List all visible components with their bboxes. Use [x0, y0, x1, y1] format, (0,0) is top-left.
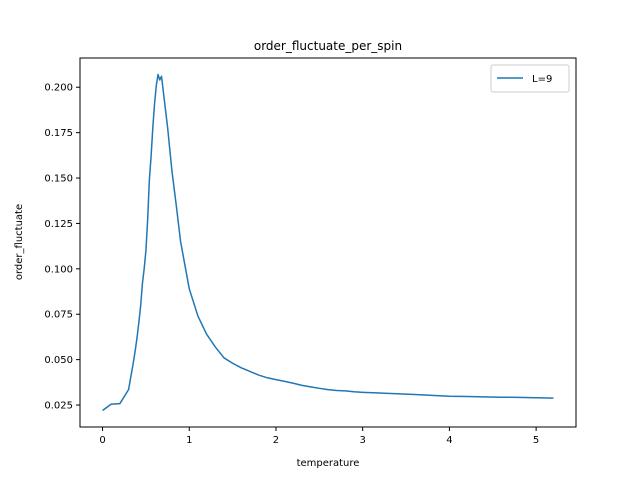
- y-tick-label: 0.075: [44, 310, 73, 321]
- x-axis-label: temperature: [297, 458, 360, 469]
- x-tick-label: 3: [359, 435, 365, 446]
- legend: L=9: [490, 64, 570, 93]
- legend-box: [490, 64, 570, 93]
- y-tick-label: 0.200: [44, 83, 73, 94]
- plot-area: 0 1 2 3 4 5 0.025 0.050 0.075 0.100 0.125 0.150 0.1…: [44, 57, 577, 446]
- y-axis-label: order_fluctuate: [14, 204, 25, 280]
- x-axis: 0 1 2 3 4 5: [99, 427, 539, 446]
- y-tick-label: 0.175: [44, 128, 73, 139]
- y-axis: 0.025 0.050 0.075 0.100 0.125 0.150 0.175 0.200: [44, 83, 80, 412]
- x-tick-label: 2: [273, 435, 279, 446]
- x-tick-label: 5: [533, 435, 539, 446]
- y-tick-label: 0.150: [44, 174, 73, 185]
- legend-entry: L=9: [532, 74, 552, 85]
- chart-title: order_fluctuate_per_spin: [254, 39, 402, 53]
- y-tick-label: 0.050: [44, 355, 73, 366]
- x-tick-label: 4: [446, 435, 452, 446]
- axes-frame: [79, 57, 577, 428]
- y-tick-label: 0.125: [44, 219, 73, 230]
- y-tick-label: 0.100: [44, 264, 73, 275]
- series-layer: [102, 73, 554, 412]
- series-line-0: [102, 73, 554, 412]
- x-tick-label: 1: [186, 435, 192, 446]
- y-tick-label: 0.025: [44, 401, 73, 412]
- x-tick-label: 0: [99, 435, 105, 446]
